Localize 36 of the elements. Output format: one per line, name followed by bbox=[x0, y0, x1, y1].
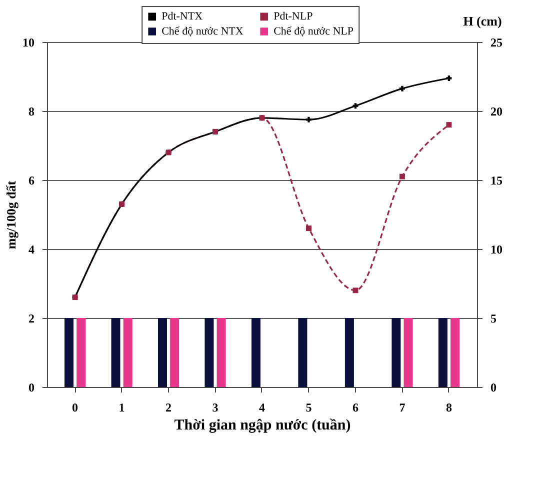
x-tick-label: 2 bbox=[166, 400, 172, 414]
y-tick-label: 2 bbox=[28, 312, 34, 326]
x-tick-label: 6 bbox=[352, 400, 358, 414]
x-tick-label: 0 bbox=[72, 400, 78, 414]
y-tick-label: 10 bbox=[22, 36, 34, 50]
y2-tick-label: 10 bbox=[490, 242, 502, 256]
point bbox=[352, 288, 358, 294]
point bbox=[306, 116, 312, 122]
x-tick-label: 3 bbox=[212, 400, 218, 414]
x-tick-label: 8 bbox=[446, 400, 452, 414]
point bbox=[352, 103, 358, 109]
y2-axis-title: H (cm) bbox=[463, 14, 502, 28]
legend-label: Pdt-NTX bbox=[162, 10, 203, 23]
y2-tick-label: 20 bbox=[490, 104, 502, 118]
point bbox=[446, 122, 452, 128]
x-tick-label: 4 bbox=[259, 400, 265, 414]
y-tick-label: 0 bbox=[28, 380, 34, 394]
y-tick-label: 4 bbox=[28, 242, 34, 256]
x-tick-label: 7 bbox=[399, 400, 406, 414]
y2-tick-label: 0 bbox=[490, 380, 496, 394]
x-tick-label: 5 bbox=[306, 400, 312, 414]
legend-label: Chế độ nước NTX bbox=[162, 26, 244, 38]
point bbox=[399, 86, 405, 92]
y-tick-label: 6 bbox=[28, 174, 34, 188]
y2-tick-label: 25 bbox=[490, 36, 502, 50]
point bbox=[399, 174, 405, 180]
legend-label: Chế độ nước NLP bbox=[274, 26, 354, 38]
y2-tick-label: 5 bbox=[490, 312, 496, 326]
point bbox=[306, 226, 312, 232]
x-axis-title: Thời gian ngập nước (tuần) bbox=[174, 418, 351, 434]
y-tick-label: 8 bbox=[28, 104, 34, 118]
y2-tick-label: 15 bbox=[490, 174, 502, 188]
x-tick-label: 1 bbox=[118, 400, 125, 414]
y-axis-title: mg/100g đất bbox=[4, 180, 18, 250]
legend-label: Pdt-NLP bbox=[274, 10, 313, 23]
point bbox=[446, 75, 452, 81]
